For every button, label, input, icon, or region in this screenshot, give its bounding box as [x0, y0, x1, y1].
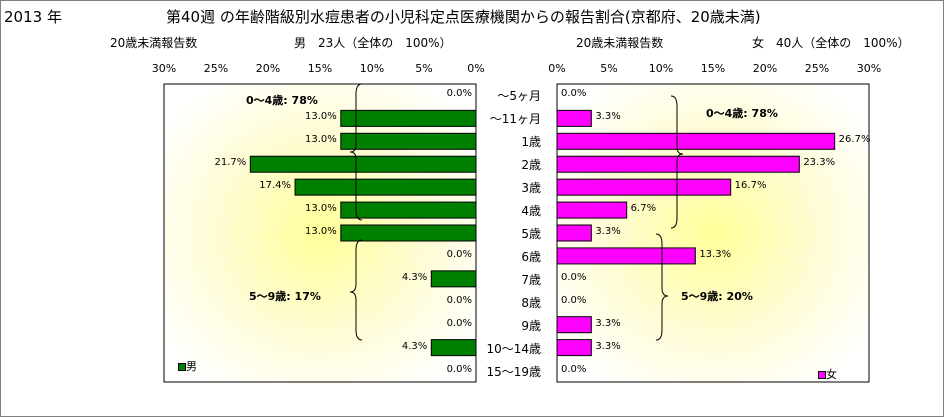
- male-value-label: 17.4%: [259, 180, 292, 192]
- female-value-label: 0.0%: [561, 88, 587, 100]
- age-category-label: 9歳: [521, 318, 541, 333]
- female-bar: [556, 109, 592, 127]
- female-value-label: 26.7%: [838, 134, 871, 146]
- age-category-label: 1歳: [521, 135, 541, 150]
- male-value-label: 0.0%: [446, 294, 472, 306]
- left-caption: 20歳未満報告数: [110, 36, 198, 50]
- age-category-label: 3歳: [521, 181, 541, 196]
- male-axis-tick: 0%: [467, 62, 485, 75]
- female-value-label: 0.0%: [561, 294, 587, 306]
- male-legend-label: 男: [186, 360, 197, 373]
- male-annotation-0-4: 0〜4歳: 78%: [246, 94, 318, 107]
- age-category-label: 7歳: [521, 272, 541, 287]
- female-value-label: 3.3%: [595, 317, 621, 329]
- male-bar: [340, 224, 477, 242]
- male-value-label: 0.0%: [446, 88, 472, 100]
- male-bar: [249, 155, 477, 173]
- male-axis-tick: 5%: [415, 62, 433, 75]
- female-axis-tick: 20%: [752, 62, 778, 75]
- male-brace-5-9: [349, 239, 363, 341]
- female-value-label: 23.3%: [803, 157, 836, 169]
- male-axis-tick: 10%: [359, 62, 385, 75]
- female-value-label: 6.7%: [630, 203, 657, 215]
- age-category-label: 2歳: [521, 158, 541, 173]
- male-axis-tick: 20%: [255, 62, 281, 75]
- female-value-label: 16.7%: [734, 180, 767, 192]
- male-bar: [340, 201, 477, 219]
- female-legend-label: 女: [826, 368, 837, 381]
- female-value-label: 0.0%: [561, 363, 587, 375]
- female-value-label: 3.3%: [595, 111, 621, 123]
- age-category-label: 6歳: [521, 249, 541, 264]
- female-axis-tick: 10%: [648, 62, 674, 75]
- male-legend-swatch: [178, 363, 186, 371]
- female-summary: 女 40人（全体の 100%）: [752, 36, 910, 50]
- male-value-label: 13.0%: [305, 134, 337, 146]
- age-category-label: 15〜19歳: [486, 364, 541, 379]
- male-bar: [430, 339, 477, 357]
- female-bar: [556, 339, 592, 357]
- female-bar: [556, 132, 836, 150]
- male-axis-tick: 25%: [203, 62, 229, 75]
- male-value-label: 21.7%: [214, 157, 247, 169]
- age-category-label: 〜11ヶ月: [489, 112, 541, 127]
- female-brace-5-9: [655, 233, 669, 341]
- female-annotation-0-4: 0〜4歳: 78%: [706, 107, 778, 120]
- female-value-label: 3.3%: [595, 340, 621, 352]
- male-bar: [294, 178, 477, 196]
- male-bar: [340, 132, 477, 150]
- male-bar: [340, 109, 477, 127]
- male-value-label: 0.0%: [446, 363, 472, 375]
- female-brace-0-4: [670, 95, 684, 229]
- age-category-label: 5歳: [521, 227, 541, 241]
- female-value-label: 0.0%: [561, 271, 587, 283]
- male-value-label: 13.0%: [305, 203, 337, 215]
- female-bar: [556, 224, 592, 242]
- male-axis-tick: 30%: [151, 62, 177, 75]
- female-axis-tick: 25%: [804, 62, 830, 75]
- male-legend: 男: [178, 358, 197, 374]
- female-bar: [556, 316, 592, 334]
- male-brace-0-4: [349, 83, 363, 221]
- age-category-label: 〜5ヶ月: [497, 89, 541, 104]
- male-value-label: 0.0%: [446, 248, 472, 260]
- female-bar: [556, 178, 732, 196]
- female-bar: [556, 155, 800, 173]
- female-value-label: 3.3%: [595, 226, 621, 237]
- male-value-label: 4.3%: [401, 340, 428, 352]
- male-value-label: 13.0%: [305, 111, 337, 123]
- female-value-label: 13.3%: [699, 248, 732, 260]
- male-bar: [430, 270, 477, 288]
- male-value-label: 0.0%: [446, 317, 472, 329]
- male-annotation-5-9: 5〜9歳: 17%: [249, 290, 321, 303]
- age-category-label: 10〜14歳: [486, 341, 541, 356]
- female-bar: [556, 201, 628, 219]
- female-axis-tick: 30%: [856, 62, 882, 75]
- male-summary: 男 23人（全体の 100%）: [294, 36, 452, 50]
- right-caption: 20歳未満報告数: [576, 36, 664, 50]
- male-value-label: 13.0%: [305, 226, 337, 237]
- year-label: 2013 年: [4, 8, 62, 26]
- female-annotation-5-9: 5〜9歳: 20%: [681, 290, 753, 303]
- female-bar: [556, 247, 696, 265]
- male-value-label: 4.3%: [401, 271, 428, 283]
- female-legend: 女: [818, 366, 837, 382]
- male-axis-tick: 15%: [307, 62, 333, 75]
- female-legend-swatch: [818, 371, 826, 379]
- chart-title: 第40週 の年齢階級別水痘患者の小児科定点医療機関からの報告割合(京都府、20歳…: [166, 8, 761, 26]
- female-axis-tick: 0%: [548, 62, 566, 75]
- female-axis-tick: 5%: [600, 62, 618, 75]
- age-category-label: 8歳: [521, 295, 541, 310]
- age-category-label: 4歳: [521, 204, 541, 219]
- female-axis-tick: 15%: [700, 62, 726, 75]
